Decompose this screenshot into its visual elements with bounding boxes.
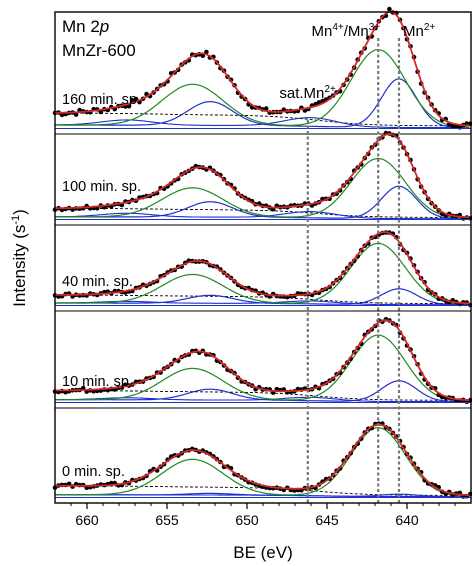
- panels-layer: 160 min. sp. 100 min. sp. 40 min. sp. 10 mi…: [52, 6, 472, 499]
- background-line: [55, 112, 470, 127]
- reference-label: Mn4+/Mn3+: [312, 22, 381, 40]
- x-tick-label: 650: [235, 512, 259, 528]
- data-point: [126, 104, 132, 109]
- mn43-component: [55, 242, 470, 306]
- chart-title-line2: MnZr-600: [62, 41, 136, 60]
- panel-label: 0 min. sp.: [62, 464, 125, 480]
- data-point: [450, 123, 456, 129]
- fit-envelope: [55, 423, 470, 496]
- mn2-component: [55, 380, 470, 403]
- data-point: [73, 112, 79, 117]
- reference-label: sat.Mn2+: [279, 84, 336, 102]
- background-line: [55, 294, 470, 304]
- data-point: [387, 6, 392, 12]
- y-axis-label: Intensity (s-1): [10, 209, 29, 307]
- x-tick-label: 655: [155, 512, 179, 528]
- panel-2: 40 min. sp.: [52, 224, 472, 308]
- background-line: [55, 207, 470, 218]
- fit-envelope: [55, 132, 470, 219]
- fit-envelope: [55, 10, 470, 127]
- reference-label: Mn2+: [403, 22, 435, 40]
- background-line: [55, 390, 470, 401]
- panel-label: 160 min. sp.: [62, 92, 141, 108]
- data-points: [52, 230, 472, 308]
- panel-label: 100 min. sp.: [62, 179, 141, 195]
- data-point: [263, 106, 269, 111]
- mn2-component: [55, 185, 470, 220]
- fit-envelope: [55, 319, 470, 401]
- x-axis-label: BE (eV): [233, 543, 293, 562]
- panel-1: 100 min. sp.: [52, 130, 472, 221]
- x-tick-label: 640: [395, 512, 419, 528]
- data-points: [52, 130, 472, 221]
- data-point: [98, 109, 104, 115]
- fit-envelope: [55, 231, 470, 305]
- x-tick-label: 645: [315, 512, 339, 528]
- mn43-component: [55, 48, 470, 128]
- mn43-component: [55, 427, 470, 497]
- panel-label: 40 min. sp.: [62, 274, 133, 290]
- mn2-component: [55, 492, 470, 498]
- x-axis: 660 655 650 645 640: [70, 503, 456, 528]
- mn43-component: [55, 157, 470, 220]
- reference-lines: sat.Mn2+ Mn4+/Mn3+ Mn2+: [279, 22, 435, 503]
- chart-title-line1: Mn 2p: [62, 17, 109, 36]
- panel-4: 0 min. sp.: [52, 407, 472, 499]
- panel-3: 10 min. sp.: [52, 310, 472, 405]
- panel-0: 160 min. sp.: [52, 6, 472, 130]
- data-points: [52, 317, 472, 405]
- panel-label: 10 min. sp.: [62, 374, 133, 390]
- mn2-component: [55, 288, 470, 306]
- mn43-component: [55, 334, 470, 402]
- x-tick-label: 660: [75, 512, 99, 528]
- mn2-component: [55, 78, 470, 129]
- data-point: [59, 112, 65, 118]
